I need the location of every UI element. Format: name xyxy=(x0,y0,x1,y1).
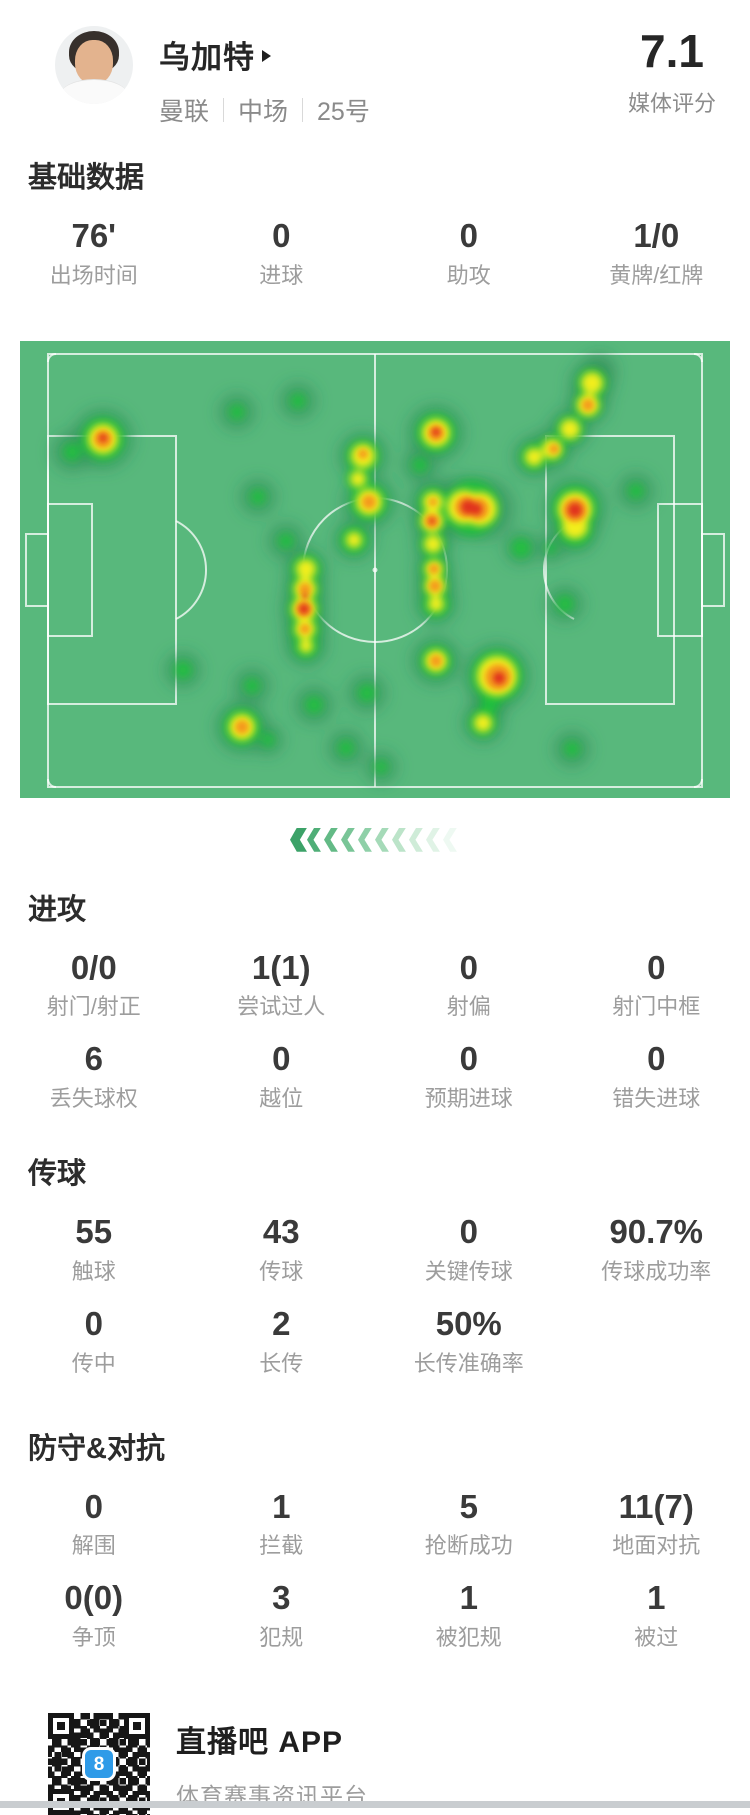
stat-expected-goals: 0 预期进球 xyxy=(375,1042,563,1110)
heatmap-pitch xyxy=(20,341,730,798)
stats-row: 0 传中 2 长传 50% 长传准确率 xyxy=(0,1307,750,1375)
chevron-left-icon xyxy=(358,828,375,852)
chevron-left-icon xyxy=(290,828,307,852)
stat-fouled: 1 被犯规 xyxy=(375,1581,563,1649)
stat-dribble-attempts: 1(1) 尝试过人 xyxy=(188,951,376,1019)
section-basic: 基础数据 76' 出场时间 0 进球 0 助攻 1/0 黄牌/红牌 xyxy=(0,164,750,287)
chevron-left-icon xyxy=(324,828,341,852)
rating-score: 7.1 xyxy=(628,28,716,74)
section-title-attack: 进攻 xyxy=(28,896,750,925)
chevron-right-icon xyxy=(262,50,271,62)
stat-assists: 0 助攻 xyxy=(375,219,563,287)
avatar-shirt xyxy=(60,79,128,104)
stat-ground-duels: 11(7) 地面对抗 xyxy=(563,1490,750,1558)
player-avatar[interactable] xyxy=(55,26,133,104)
heatmap-container xyxy=(20,341,730,798)
stat-fouls: 3 犯规 xyxy=(188,1581,376,1649)
player-meta: 曼联 中场 25号 xyxy=(159,92,370,128)
swipe-chevrons-left xyxy=(0,828,750,852)
stat-long-balls: 2 长传 xyxy=(188,1307,376,1375)
stat-long-ball-accuracy: 50% 长传准确率 xyxy=(375,1307,563,1375)
section-title-basic: 基础数据 xyxy=(28,164,750,193)
zhibo8-logo-icon: 8 xyxy=(82,1747,116,1781)
stat-tackles-won: 5 抢断成功 xyxy=(375,1490,563,1558)
stat-touches: 55 触球 xyxy=(0,1215,188,1283)
stat-shots-off-target: 0 射偏 xyxy=(375,951,563,1019)
stat-aerial-duels: 0(0) 争顶 xyxy=(0,1581,188,1649)
stat-passes: 43 传球 xyxy=(188,1215,376,1283)
stat-chances-missed: 0 错失进球 xyxy=(563,1042,750,1110)
stats-row: 0/0 射门/射正 1(1) 尝试过人 0 射偏 0 射门中框 xyxy=(0,951,750,1019)
stat-crosses: 0 传中 xyxy=(0,1307,188,1375)
media-rating: 7.1 媒体评分 xyxy=(628,26,716,118)
qr-finder-icon xyxy=(48,1713,74,1739)
qr-code: 8 xyxy=(48,1713,150,1815)
stat-clearances: 0 解围 xyxy=(0,1490,188,1558)
player-name-row[interactable]: 乌加特 xyxy=(159,32,370,77)
chevron-left-icon xyxy=(375,828,392,852)
player-team: 曼联 xyxy=(159,92,209,128)
stat-dribbled-past: 1 被过 xyxy=(563,1581,750,1649)
stat-pass-accuracy: 90.7% 传球成功率 xyxy=(563,1215,750,1283)
stats-row: 0(0) 争顶 3 犯规 1 被犯规 1 被过 xyxy=(0,1581,750,1649)
section-passing: 传球 55 触球 43 传球 0 关键传球 90.7% 传球成功率 0 传中 2… xyxy=(0,1160,750,1374)
chevron-left-icon xyxy=(341,828,358,852)
chevron-left-icon xyxy=(426,828,443,852)
player-position: 中场 xyxy=(238,92,288,128)
stat-goals: 0 进球 xyxy=(188,219,376,287)
player-name: 乌加特 xyxy=(159,32,255,77)
chevron-left-icon xyxy=(392,828,409,852)
app-footer: 8 直播吧 APP 体育赛事资讯平台 xyxy=(48,1713,750,1815)
player-number: 25号 xyxy=(317,92,370,128)
stat-interceptions: 1 拦截 xyxy=(188,1490,376,1558)
divider xyxy=(223,98,224,122)
stats-row: 55 触球 43 传球 0 关键传球 90.7% 传球成功率 xyxy=(0,1215,750,1283)
stat-possession-lost: 6 丢失球权 xyxy=(0,1042,188,1110)
stat-empty xyxy=(563,1307,750,1375)
section-title-passing: 传球 xyxy=(28,1160,750,1189)
stat-offsides: 0 越位 xyxy=(188,1042,376,1110)
section-title-defense: 防守&对抗 xyxy=(28,1435,750,1464)
qr-finder-icon xyxy=(124,1713,150,1739)
section-attack: 进攻 0/0 射门/射正 1(1) 尝试过人 0 射偏 0 射门中框 6 丢失球… xyxy=(0,896,750,1110)
divider xyxy=(302,98,303,122)
chevron-left-icon xyxy=(443,828,460,852)
bottom-divider xyxy=(0,1801,750,1808)
chevron-left-icon xyxy=(307,828,324,852)
stat-cards: 1/0 黄牌/红牌 xyxy=(563,219,750,287)
player-header: 乌加特 曼联 中场 25号 7.1 媒体评分 xyxy=(0,0,750,128)
stat-minutes: 76' 出场时间 xyxy=(0,219,188,287)
stat-key-passes: 0 关键传球 xyxy=(375,1215,563,1283)
stat-shots-woodwork: 0 射门中框 xyxy=(563,951,750,1019)
stats-row: 0 解围 1 拦截 5 抢断成功 11(7) 地面对抗 xyxy=(0,1490,750,1558)
avatar-face xyxy=(75,40,113,84)
stats-row: 76' 出场时间 0 进球 0 助攻 1/0 黄牌/红牌 xyxy=(0,219,750,287)
section-defense: 防守&对抗 0 解围 1 拦截 5 抢断成功 11(7) 地面对抗 0(0) 争… xyxy=(0,1435,750,1649)
chevron-left-icon xyxy=(409,828,426,852)
stats-row: 6 丢失球权 0 越位 0 预期进球 0 错失进球 xyxy=(0,1042,750,1110)
app-name: 直播吧 APP xyxy=(176,1717,368,1761)
rating-label: 媒体评分 xyxy=(628,86,716,118)
stat-shots-on-target: 0/0 射门/射正 xyxy=(0,951,188,1019)
